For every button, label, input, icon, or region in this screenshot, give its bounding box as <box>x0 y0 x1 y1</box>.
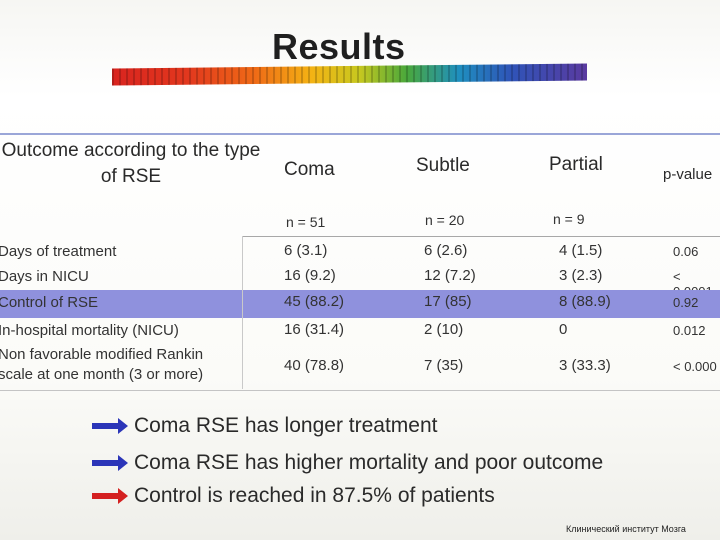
outcome-column-header: Outcome according to the type of RSE <box>1 140 261 187</box>
n-partial: n = 9 <box>553 211 585 227</box>
cell-subtle: 12 (7.2) <box>424 267 476 284</box>
bullet-text: Coma RSE has longer treatment <box>134 414 438 437</box>
row-label: Days of treatment <box>0 243 117 260</box>
cell-coma: 16 (9.2) <box>284 267 336 284</box>
cell-coma: 16 (31.4) <box>284 321 345 338</box>
arrow-right-icon <box>92 488 128 505</box>
column-header-coma: Coma <box>284 159 335 180</box>
bullet-item: Coma RSE has longer treatment <box>92 414 437 438</box>
column-header-p-value: p-value <box>663 166 713 183</box>
arrow-right-icon <box>92 418 128 435</box>
cell-partial: 3 (33.3) <box>559 357 611 374</box>
cell-partial: 3 (2.3) <box>559 267 603 284</box>
bullet-text: Control is reached in 87.5% of patients <box>134 484 495 507</box>
table-top-rule <box>242 236 720 237</box>
cell-partial: 8 (88.9) <box>559 293 611 310</box>
column-header-subtle: Subtle <box>416 155 470 176</box>
bullet-text: Coma RSE has higher mortality and poor o… <box>134 451 604 474</box>
cell-p-value: 0.92 <box>673 295 699 310</box>
cell-p-value: 0.06 <box>673 244 699 259</box>
title-underline-bar <box>112 63 587 86</box>
divider-line <box>0 133 720 135</box>
bullet-item: Control is reached in 87.5% of patients <box>92 484 495 508</box>
table-row: Days of treatment 6 (3.1) 6 (2.6) 4 (1.5… <box>0 239 720 264</box>
column-header-partial: Partial <box>549 154 603 175</box>
cell-coma: 45 (88.2) <box>284 293 345 310</box>
row-label: Non favorable modified Rankin scale at o… <box>0 346 204 383</box>
cell-partial: 4 (1.5) <box>559 242 603 259</box>
n-coma: n = 51 <box>286 214 326 230</box>
cell-partial: 0 <box>559 321 568 338</box>
table-row-highlighted: Control of RSE 45 (88.2) 17 (85) 8 (88.9… <box>0 290 720 318</box>
cell-p-value: 0.012 <box>673 323 706 338</box>
cell-subtle: 7 (35) <box>424 357 464 374</box>
cell-coma: 6 (3.1) <box>284 242 328 259</box>
cell-subtle: 6 (2.6) <box>424 242 468 259</box>
table-row: Days in NICU 16 (9.2) 12 (7.2) 3 (2.3) <… <box>0 264 720 299</box>
footer-credit: Клинический институт Мозга <box>566 524 686 534</box>
row-label: In-hospital mortality (NICU) <box>0 322 179 339</box>
table-bottom-rule <box>0 390 720 391</box>
table-column-separator <box>242 236 243 389</box>
row-label: Days in NICU <box>0 268 89 285</box>
cell-p-value: < 0.000 <box>673 359 717 374</box>
bullet-item: Coma RSE has higher mortality and poor o… <box>92 451 603 475</box>
cell-subtle: 2 (10) <box>424 321 464 338</box>
row-label: Control of RSE <box>0 294 99 311</box>
slide-title: Results <box>272 26 406 67</box>
arrow-right-icon <box>92 455 128 472</box>
table-row: In-hospital mortality (NICU) 16 (31.4) 2… <box>0 318 720 343</box>
n-subtle: n = 20 <box>425 212 465 228</box>
cell-coma: 40 (78.8) <box>284 357 345 374</box>
cell-subtle: 17 (85) <box>424 293 472 310</box>
table-row: Non favorable modified Rankin scale at o… <box>0 343 720 389</box>
